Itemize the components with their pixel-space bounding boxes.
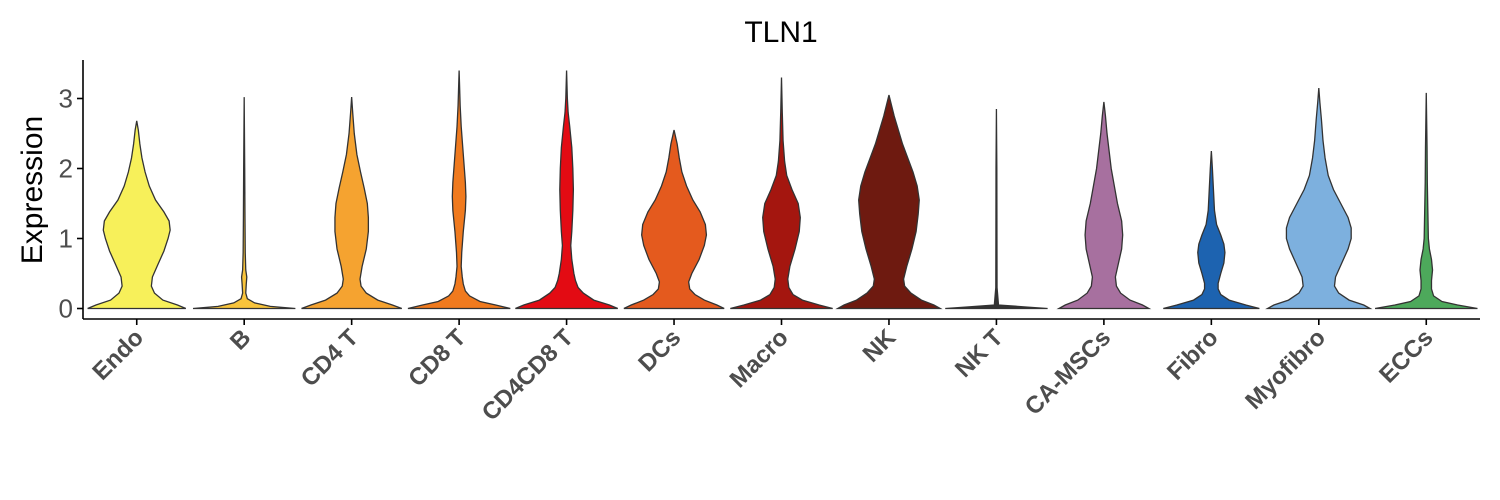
x-tick-label: CD8 T — [403, 324, 471, 392]
x-tick-label: Endo — [87, 324, 149, 386]
x-tick-label: NK — [858, 324, 902, 368]
violin-nk — [835, 94, 943, 310]
violin-fibro — [1163, 150, 1260, 310]
x-ticks-layer: Endo B CD4 T CD8 T CD4CD8 T DCs Macro NK NK T CA-… — [87, 319, 1439, 426]
x-tick-label: NK T — [950, 324, 1009, 383]
y-ticks-layer: 0 1 2 3 — [59, 84, 83, 324]
x-tick-label: ECCs — [1374, 324, 1438, 388]
violin-endo — [87, 120, 187, 310]
violin-macro — [730, 77, 833, 310]
x-tick-label: Macro — [725, 324, 794, 393]
violin-cd8-t — [407, 70, 511, 310]
violin-dcs — [623, 129, 725, 310]
y-axis-label: Expression — [16, 116, 49, 264]
y-tick-label: 2 — [59, 154, 73, 184]
x-tick-label: CD4 T — [296, 324, 364, 392]
violin-cd4cd8-t — [515, 70, 619, 310]
violin-nk-t — [945, 108, 1048, 310]
violin-b — [192, 97, 296, 310]
y-tick-label: 3 — [59, 84, 73, 114]
y-tick-label: 0 — [59, 294, 73, 324]
x-tick-label: DCs — [633, 324, 686, 377]
chart-title: TLN1 — [744, 16, 817, 49]
violins-layer — [87, 70, 1478, 310]
x-tick-label: Myofibro — [1240, 324, 1331, 415]
y-tick-label: 1 — [59, 224, 73, 254]
x-tick-label: Fibro — [1162, 324, 1224, 386]
violin-myofibro — [1265, 87, 1373, 310]
violin-cd4-t — [301, 97, 403, 310]
x-tick-label: CD4CD8 T — [477, 324, 579, 426]
x-tick-label: CA-MSCs — [1020, 324, 1116, 420]
violin-eccs — [1374, 92, 1478, 310]
violin-ca-mscs — [1056, 101, 1152, 310]
x-tick-label: B — [225, 324, 256, 355]
